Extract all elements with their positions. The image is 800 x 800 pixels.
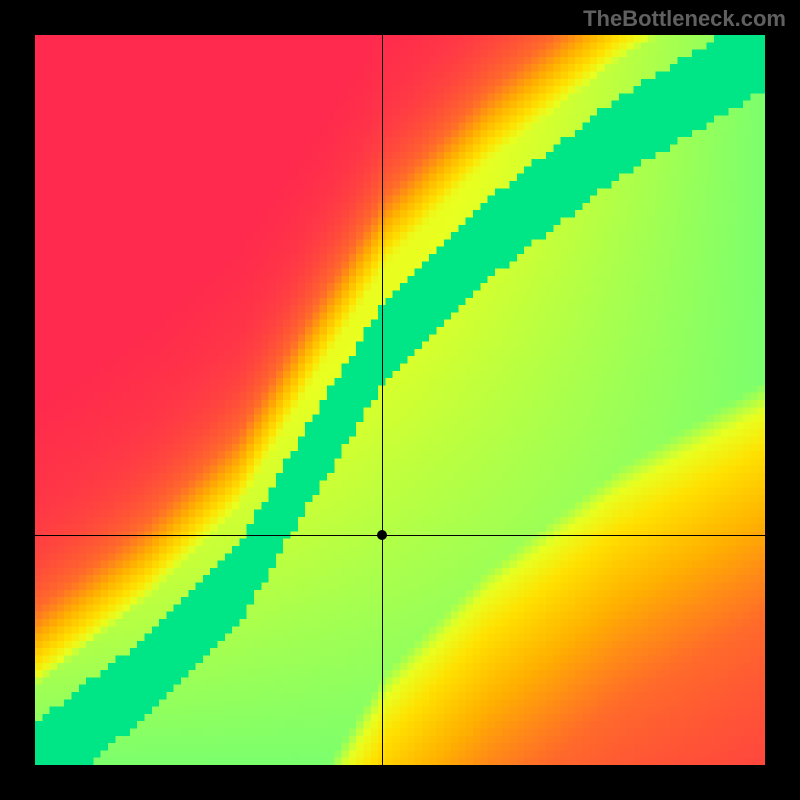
heatmap-canvas [35,35,765,765]
crosshair-marker [377,530,387,540]
watermark-text: TheBottleneck.com [583,6,786,32]
plot-area [35,35,765,765]
crosshair-vertical [382,35,383,765]
crosshair-horizontal [35,535,765,536]
